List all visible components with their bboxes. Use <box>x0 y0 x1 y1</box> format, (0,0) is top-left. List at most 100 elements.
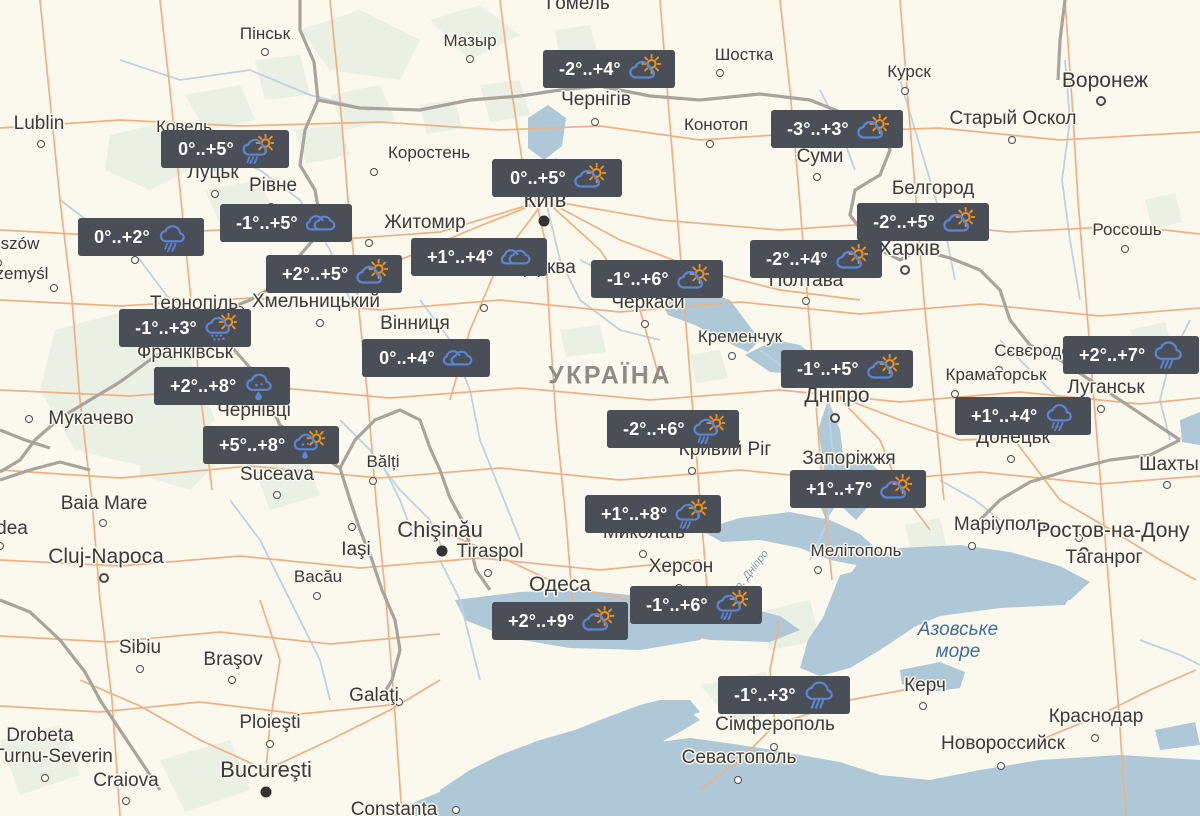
badge-ternopil[interactable]: -1°..+3° <box>119 309 251 347</box>
city-dot-sumy <box>813 173 821 181</box>
cloud-rain-icon <box>156 222 190 252</box>
city-dot-balti <box>369 477 377 485</box>
cloud-sun-icon <box>580 606 615 636</box>
city-dot-staryy-oskol <box>1008 136 1016 144</box>
city-dot-sevastopol <box>734 776 742 784</box>
city-dot-kerch <box>919 702 927 710</box>
badge-sumy[interactable]: -3°..+3° <box>771 110 903 148</box>
temperature-range: -1°..+6° <box>607 268 669 289</box>
cloud-icon <box>441 343 475 373</box>
badge-chernivtsi[interactable]: +2°..+8° <box>154 367 291 405</box>
badge-kovel[interactable]: 0°..+5° <box>161 130 289 168</box>
badge-zhytomyr[interactable]: +1°..+4° <box>411 238 548 276</box>
cloud-snow-sun-icon <box>203 313 237 343</box>
badge-lviv[interactable]: 0°..+2° <box>78 218 204 256</box>
badge-kherson[interactable]: -1°..+6° <box>630 586 762 624</box>
city-dot-severodonetsk <box>995 366 1003 374</box>
city-dot-chisinau <box>436 545 448 557</box>
temperature-range: +2°..+5° <box>282 263 349 284</box>
cloud-heavy-rain-icon <box>802 680 836 710</box>
badge-odesa[interactable]: +2°..+9° <box>492 602 629 640</box>
temperature-range: -3°..+3° <box>787 118 849 139</box>
city-dot-cluj-napoca <box>99 573 109 583</box>
city-dot-lviv <box>131 256 139 264</box>
temperature-range: -2°..+4° <box>766 248 828 269</box>
badge-donetsk[interactable]: +1°..+4° <box>955 397 1092 435</box>
cloud-drop-sun-icon <box>291 430 326 460</box>
temperature-range: +1°..+4° <box>971 405 1038 426</box>
city-dot-bacau <box>313 592 321 600</box>
city-dot-novorossiysk <box>997 762 1005 770</box>
badge-cherkasy[interactable]: -1°..+6° <box>591 260 723 298</box>
city-dot-voronezh <box>1096 96 1106 106</box>
city-dot-chernihiv <box>591 118 599 126</box>
temperature-range: -2°..+4° <box>559 58 621 79</box>
city-dot-tiraspol <box>484 569 492 577</box>
cloud-rain-sun-icon <box>691 414 725 444</box>
city-dot-bila-tserkva <box>480 304 488 312</box>
badge-luhansk[interactable]: +2°..+7° <box>1063 336 1200 374</box>
cloud-rain-icon <box>1043 401 1077 431</box>
city-dot-baia-mare <box>99 519 107 527</box>
temperature-range: 0°..+5° <box>178 138 234 159</box>
city-dot-constanta <box>452 806 460 814</box>
city-dot-craiova <box>122 797 130 805</box>
badge-vinnytsia[interactable]: 0°..+4° <box>362 339 490 377</box>
temperature-range: +5°..+8° <box>219 434 286 455</box>
badge-poltava[interactable]: -2°..+4° <box>750 240 882 278</box>
badge-chernihiv[interactable]: -2°..+4° <box>543 50 675 88</box>
temperature-range: -1°..+6° <box>646 594 708 615</box>
temperature-range: -1°..+5° <box>236 212 298 233</box>
temperature-range: +2°..+7° <box>1079 344 1146 365</box>
city-dot-mazyr <box>466 55 474 63</box>
temperature-range: 0°..+2° <box>94 226 150 247</box>
cloud-sun-icon <box>834 244 868 274</box>
city-dot-simferopol <box>770 743 778 751</box>
city-dot-mykolaiv <box>639 550 647 558</box>
badge-khmelnytsk[interactable]: +2°..+5° <box>266 255 403 293</box>
temperature-range: -1°..+3° <box>135 317 197 338</box>
city-dot-mukachevo <box>25 415 33 423</box>
badge-kryvyi-rih[interactable]: -2°..+6° <box>607 410 739 448</box>
city-dot-rossosh <box>1121 245 1129 253</box>
city-dot-korosten <box>370 168 378 176</box>
city-dot-dnipro <box>830 413 840 423</box>
badge-suceava[interactable]: +5°..+8° <box>203 426 340 464</box>
temperature-range: -2°..+6° <box>623 418 685 439</box>
badge-mykolaiv[interactable]: +1°..+8° <box>585 495 722 533</box>
city-dot-konotop <box>706 140 714 148</box>
city-dot-sibiu <box>136 665 144 673</box>
city-dot-rostov <box>1079 547 1089 557</box>
city-dot-iasi <box>348 523 356 531</box>
city-dot-brasov <box>228 676 236 684</box>
city-dot-zhytomyr <box>365 239 373 247</box>
cloud-sun-icon <box>878 474 913 504</box>
cloud-sun-icon <box>855 114 889 144</box>
badge-dnipro[interactable]: -1°..+5° <box>781 350 913 388</box>
badge-zaporizhzh[interactable]: +1°..+7° <box>790 470 927 508</box>
city-dot-melitopol <box>814 566 822 574</box>
badge-rivne[interactable]: -1°..+5° <box>220 204 352 242</box>
cloud-drop-icon <box>242 371 276 401</box>
city-dot-galati <box>395 698 403 706</box>
cloud-sun-icon <box>627 54 661 84</box>
temperature-range: +1°..+7° <box>806 478 873 499</box>
badge-simferopol[interactable]: -1°..+3° <box>718 676 850 714</box>
temperature-range: +2°..+8° <box>170 375 237 396</box>
city-dot-khmelnytskyi <box>316 319 324 327</box>
city-dot-lutsk <box>211 190 219 198</box>
city-dot-kyiv <box>538 215 550 227</box>
cloud-heavy-rain-icon <box>1151 340 1185 370</box>
city-dot-taganrog <box>1075 534 1083 542</box>
badge-kyiv[interactable]: 0°..+5° <box>492 159 622 197</box>
temperature-range: 0°..+4° <box>379 347 435 368</box>
cloud-icon <box>499 242 533 272</box>
badge-kharkiv[interactable]: -2°..+5° <box>857 203 989 241</box>
city-dot-shakhty <box>1163 481 1171 489</box>
cloud-sun-icon <box>675 264 709 294</box>
city-dot-ploiesti <box>266 740 274 748</box>
cloud-icon <box>304 208 338 238</box>
